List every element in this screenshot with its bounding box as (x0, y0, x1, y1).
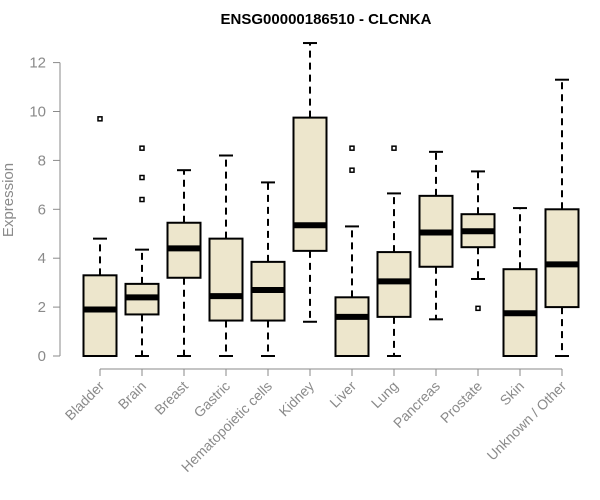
y-tick-label: 4 (38, 250, 46, 267)
iqr-box (334, 296, 370, 358)
x-tick-label: Lung (368, 378, 401, 411)
x-tick-label: Brain (115, 378, 149, 412)
iqr-box (208, 237, 244, 322)
outlier-point (139, 145, 145, 151)
box-prostate (460, 170, 496, 312)
y-axis-label: Expression (0, 163, 17, 237)
y-tick-label: 0 (38, 348, 46, 365)
box-bladder (82, 116, 118, 357)
box-skin (502, 207, 538, 358)
box-breast (166, 169, 202, 357)
outlier-point (391, 145, 397, 151)
box-lung (376, 145, 412, 357)
outlier-point (349, 145, 355, 151)
iqr-box (82, 274, 118, 357)
iqr-box (544, 208, 580, 309)
x-tick-label: Skin (497, 378, 528, 409)
box-kidney (292, 42, 328, 323)
box-gastric (208, 154, 244, 357)
outlier-point (97, 116, 103, 122)
iqr-box (292, 116, 328, 252)
x-tick-label: Bladder (62, 378, 108, 424)
box-brain (124, 145, 160, 357)
y-axis: 0 2 4 6 8 10 12 (29, 55, 563, 376)
x-tick-label: Kidney (276, 378, 318, 420)
outlier-point (139, 196, 145, 203)
box-liver (334, 145, 370, 358)
outlier-point (349, 167, 355, 173)
y-tick-label: 10 (29, 104, 46, 121)
x-tick-label: Breast (151, 378, 191, 418)
box-pancreas (418, 150, 454, 321)
x-tick-label: Liver (326, 378, 359, 411)
x-tick-label: Unknown / Other (484, 378, 570, 464)
outlier-point (139, 174, 145, 181)
x-tick-label: Pancreas (390, 378, 443, 431)
y-tick-label: 8 (38, 152, 46, 169)
box-hematopoietic-cells (250, 181, 286, 357)
x-tick-label: Prostate (437, 378, 485, 426)
y-tick-label: 6 (38, 201, 46, 218)
iqr-box (376, 251, 412, 318)
outlier-point (475, 305, 481, 312)
boxes-layer (82, 42, 580, 358)
box-unknown-other (544, 78, 580, 357)
y-tick-label: 2 (38, 299, 46, 316)
y-tick-label: 12 (29, 55, 46, 72)
chart-title: ENSG00000186510 - CLCNKA (221, 11, 432, 28)
